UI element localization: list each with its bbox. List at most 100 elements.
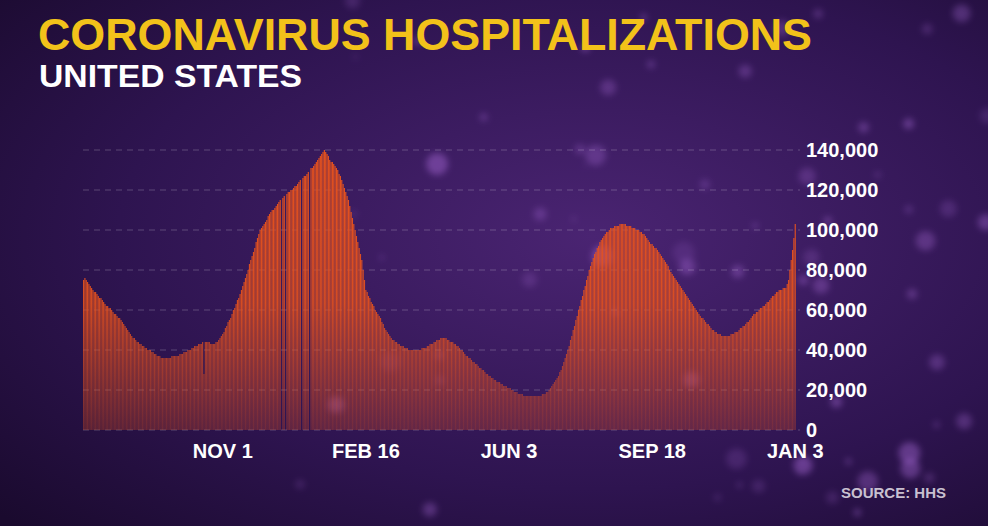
bar bbox=[542, 394, 543, 430]
bar bbox=[193, 348, 194, 430]
bar bbox=[266, 220, 267, 430]
bar bbox=[257, 238, 258, 430]
bar bbox=[638, 230, 639, 430]
bar bbox=[471, 360, 472, 430]
bar bbox=[789, 270, 790, 430]
bar bbox=[657, 250, 658, 430]
bar bbox=[472, 362, 473, 430]
bar bbox=[728, 336, 729, 430]
bar bbox=[431, 344, 432, 430]
bar bbox=[173, 356, 174, 430]
bar bbox=[226, 326, 227, 430]
bar bbox=[309, 430, 310, 431]
bar bbox=[379, 316, 380, 430]
bar bbox=[787, 284, 788, 430]
bar bbox=[541, 396, 542, 430]
bar bbox=[672, 274, 673, 430]
bar bbox=[360, 254, 361, 430]
grid-line bbox=[83, 150, 800, 151]
bar bbox=[404, 348, 405, 430]
bar bbox=[459, 348, 460, 430]
bar bbox=[249, 264, 250, 430]
bar bbox=[166, 358, 167, 430]
bar bbox=[145, 348, 146, 430]
bokeh-dot bbox=[953, 4, 971, 22]
bar bbox=[127, 330, 128, 430]
bokeh-dot bbox=[980, 108, 988, 123]
y-tick-labels: 020,00040,00060,00080,000100,000120,0001… bbox=[806, 139, 878, 441]
bar bbox=[573, 330, 574, 430]
bar bbox=[681, 288, 682, 430]
bar bbox=[344, 188, 345, 430]
bar bbox=[642, 234, 643, 430]
bar bbox=[367, 292, 368, 430]
bar bbox=[575, 320, 576, 430]
bar bbox=[415, 350, 416, 430]
bar bbox=[333, 164, 334, 430]
bar bbox=[195, 346, 196, 430]
bar bbox=[209, 342, 210, 430]
bar bbox=[455, 344, 456, 430]
bar bbox=[606, 232, 607, 430]
bar bbox=[84, 278, 85, 430]
source: SOURCE: HHS bbox=[841, 484, 946, 501]
bar bbox=[399, 344, 400, 430]
bar bbox=[551, 386, 552, 430]
bar bbox=[223, 332, 224, 430]
bar bbox=[526, 396, 527, 430]
x-tick-label: NOV 1 bbox=[193, 440, 253, 462]
bar bbox=[332, 162, 333, 430]
bar bbox=[91, 288, 92, 430]
bar bbox=[254, 248, 255, 430]
bar bbox=[637, 230, 638, 430]
bar bbox=[351, 212, 352, 430]
bar bbox=[545, 394, 546, 430]
bar bbox=[566, 354, 567, 430]
bar bbox=[571, 336, 572, 430]
bar bbox=[253, 252, 254, 430]
bar bbox=[736, 332, 737, 430]
bar bbox=[716, 332, 717, 430]
bar bbox=[470, 358, 471, 430]
bokeh-dot bbox=[534, 208, 547, 221]
bokeh-dot bbox=[571, 216, 576, 221]
bar bbox=[400, 346, 401, 430]
bar bbox=[634, 228, 635, 430]
bar bbox=[788, 280, 789, 430]
bar bbox=[405, 348, 406, 430]
bar bbox=[664, 260, 665, 430]
bar bbox=[225, 328, 226, 430]
bar bbox=[138, 342, 139, 430]
bar bbox=[650, 244, 651, 430]
bar bbox=[484, 372, 485, 430]
bar bbox=[644, 234, 645, 430]
bar bbox=[768, 302, 769, 430]
bar bbox=[490, 376, 491, 430]
bar bbox=[277, 204, 278, 430]
bar bbox=[666, 264, 667, 430]
bokeh-dot bbox=[673, 242, 695, 264]
bar bbox=[773, 296, 774, 430]
bar bbox=[701, 318, 702, 430]
bar bbox=[290, 190, 291, 430]
bar bbox=[268, 216, 269, 430]
bar bbox=[574, 326, 575, 430]
bar bbox=[258, 234, 259, 430]
bar bbox=[240, 294, 241, 430]
bar bbox=[347, 196, 348, 430]
bar bbox=[567, 350, 568, 430]
bar bbox=[755, 314, 756, 430]
y-tick-label: 120,000 bbox=[806, 179, 878, 201]
bar bbox=[218, 340, 219, 430]
bar bbox=[210, 344, 211, 430]
bar bbox=[466, 356, 467, 430]
bar bbox=[391, 338, 392, 430]
bar bbox=[702, 318, 703, 430]
bar bbox=[765, 304, 766, 430]
bar bbox=[340, 176, 341, 430]
bar bbox=[159, 356, 160, 430]
bar bbox=[684, 292, 685, 430]
bar bbox=[555, 380, 556, 430]
bar bbox=[375, 310, 376, 430]
bar bbox=[793, 238, 794, 430]
